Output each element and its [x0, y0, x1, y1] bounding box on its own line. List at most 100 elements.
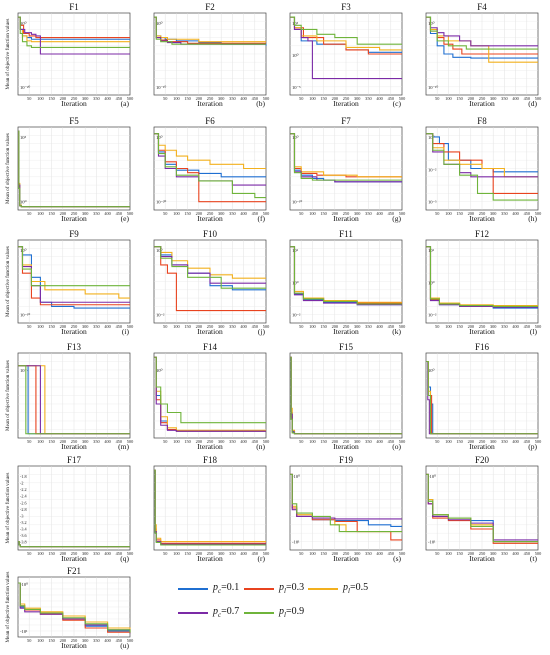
- x-tick-label: 300: [354, 211, 360, 216]
- x-tick-label: 350: [229, 324, 235, 329]
- y-tick-label: 10⁻²: [292, 313, 301, 318]
- x-tick-label: 400: [512, 551, 518, 556]
- x-tick-label: 500: [127, 551, 133, 556]
- panel-title: F5: [69, 116, 79, 126]
- series-line: [18, 246, 130, 287]
- x-tick-label: 450: [116, 96, 122, 101]
- x-tick-label: 50: [27, 551, 31, 556]
- x-tick-label: 400: [512, 439, 518, 444]
- x-tick-label: 300: [490, 211, 496, 216]
- y-tick-label: 10⁻¹⁰: [156, 85, 166, 90]
- y-tick-label: 10⁻¹⁰: [428, 85, 438, 90]
- y-tick-label: -3.4: [20, 526, 28, 531]
- x-tick-label: 300: [218, 551, 224, 556]
- x-tick-label: 300: [354, 439, 360, 444]
- panel-title: F8: [477, 116, 487, 126]
- x-tick-label: 250: [207, 96, 213, 101]
- x-tick-label: 250: [207, 324, 213, 329]
- x-tick-label: 400: [104, 551, 110, 556]
- x-tick-label: 150: [456, 439, 462, 444]
- legend-label: pl=0.9: [279, 606, 305, 619]
- x-tick-label: 500: [127, 211, 133, 216]
- x-tick-label: 350: [93, 439, 99, 444]
- x-tick-label: 500: [535, 551, 541, 556]
- x-tick-label: 50: [163, 324, 167, 329]
- x-tick-label: 250: [207, 551, 213, 556]
- legend-swatch: [178, 611, 208, 614]
- x-tick-label: 50: [435, 324, 439, 329]
- x-tick-label: 50: [299, 551, 303, 556]
- y-tick-label: -10¹: [428, 540, 436, 545]
- legend-label: pc=0.7: [213, 606, 240, 619]
- x-tick-label: 500: [263, 96, 269, 101]
- x-tick-label: 100: [173, 96, 179, 101]
- x-tick-label: 50: [163, 96, 167, 101]
- y-tick-label: 10⁰: [20, 248, 27, 253]
- x-tick-label: 450: [252, 211, 258, 216]
- series-line: [426, 16, 538, 50]
- y-axis-label: Mean of objective function values: [4, 360, 11, 431]
- x-tick-label: 50: [299, 439, 303, 444]
- series-line: [154, 469, 266, 546]
- series-line: [18, 541, 130, 548]
- legend-swatch: [308, 587, 338, 590]
- series-line: [154, 246, 266, 289]
- x-tick-label: 350: [501, 96, 507, 101]
- x-tick-label: 500: [535, 324, 541, 329]
- x-tick-label: 450: [388, 96, 394, 101]
- series-line: [290, 246, 402, 305]
- x-tick-label: 400: [104, 96, 110, 101]
- y-tick-label: 10⁻¹⁰: [20, 313, 30, 318]
- x-tick-label: 100: [173, 211, 179, 216]
- x-tick-label: 200: [196, 324, 202, 329]
- x-tick-label: 150: [320, 551, 326, 556]
- x-tick-label: 50: [163, 211, 167, 216]
- panel-title: F10: [203, 229, 218, 239]
- x-tick-label: 100: [173, 324, 179, 329]
- y-axis-label: Mean of objective function values: [4, 246, 11, 317]
- x-tick-label: 50: [163, 551, 167, 556]
- x-tick-label: 250: [71, 324, 77, 329]
- x-tick-label: 200: [196, 439, 202, 444]
- x-tick-label: 300: [490, 96, 496, 101]
- series-line: [426, 360, 538, 435]
- x-tick-label: 50: [163, 439, 167, 444]
- x-tick-label: 150: [184, 551, 190, 556]
- x-tick-label: 500: [535, 439, 541, 444]
- x-tick-label: 300: [82, 439, 88, 444]
- x-tick-label: 250: [479, 324, 485, 329]
- x-tick-label: 350: [229, 551, 235, 556]
- panel-title: F13: [67, 342, 82, 352]
- x-tick-label: 400: [104, 211, 110, 216]
- x-tick-label: 500: [535, 211, 541, 216]
- panel-title: F6: [205, 116, 215, 126]
- x-tick-label: 100: [309, 324, 315, 329]
- x-tick-label: 150: [184, 211, 190, 216]
- x-tick-label: 400: [512, 324, 518, 329]
- y-tick-label: 10⁻²⁰: [20, 85, 30, 90]
- x-axis-label: Iteration: [197, 99, 223, 108]
- x-tick-label: 200: [468, 551, 474, 556]
- y-tick-label: -2.8: [20, 507, 27, 512]
- y-axis-label: Mean of objective function values: [4, 473, 11, 544]
- y-tick-label: 10⁻²: [156, 313, 165, 318]
- x-tick-label: 400: [104, 324, 110, 329]
- y-tick-label: 10⁻²⁰: [156, 200, 166, 205]
- x-tick-label: 50: [299, 211, 303, 216]
- x-tick-label: 300: [82, 96, 88, 101]
- x-axis-label: Iteration: [197, 442, 223, 451]
- x-tick-label: 150: [320, 324, 326, 329]
- x-tick-label: 200: [60, 638, 66, 643]
- y-tick-label: -1.8: [20, 474, 27, 479]
- y-tick-label: 10⁵: [292, 21, 299, 26]
- x-axis-label: Iteration: [333, 99, 359, 108]
- x-tick-label: 250: [479, 211, 485, 216]
- x-tick-label: 100: [173, 439, 179, 444]
- panel-title: F2: [205, 2, 215, 12]
- x-tick-label: 200: [60, 211, 66, 216]
- x-tick-label: 200: [468, 439, 474, 444]
- x-tick-label: 200: [196, 211, 202, 216]
- x-tick-label: 350: [93, 211, 99, 216]
- x-tick-label: 200: [196, 551, 202, 556]
- y-tick-label: -3.6: [20, 533, 27, 538]
